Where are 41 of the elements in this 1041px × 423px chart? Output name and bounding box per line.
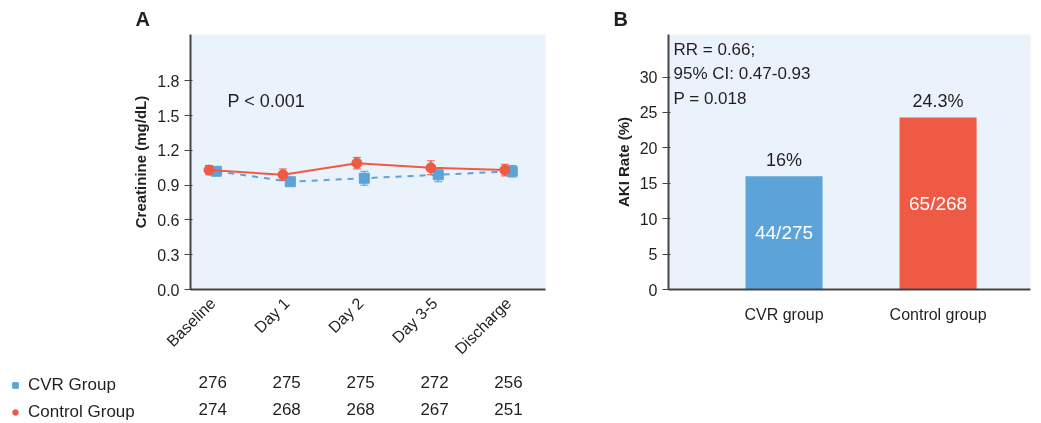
text: 275 [346, 373, 375, 393]
y-tick-label: 1.8 [157, 72, 180, 90]
y-tick-label: 0 [648, 281, 658, 299]
y-tick-label: 20 [639, 139, 658, 157]
y-axis-title: Creatinine (mg/dL) [132, 95, 150, 229]
y-tick-label: 0.3 [157, 246, 180, 264]
text: 268 [272, 399, 301, 419]
text: 275 [272, 373, 301, 393]
data-label: 24.3% [912, 91, 964, 112]
text: 272 [420, 373, 449, 393]
y-tick-label: 0.0 [157, 281, 180, 299]
y-tick-label: 25 [639, 104, 658, 122]
x-tick-label: Control group [889, 305, 987, 323]
y-tick-label: 0.6 [157, 211, 180, 229]
text: 267 [420, 399, 449, 419]
legend-label: CVR Group [28, 375, 116, 395]
annotation: 65/268 [909, 192, 968, 214]
chart-title: B [613, 7, 628, 30]
chart-title: A [135, 7, 150, 30]
y-tick-label: 1.2 [157, 142, 180, 160]
annotation: RR = 0.66; 95% CI: 0.47-0.93 P = 0.018 [673, 39, 811, 108]
x-tick-label: Day 1 [251, 294, 293, 337]
y-tick-label: 15 [639, 175, 658, 193]
y-axis-title: AKI Rate (%) [614, 116, 632, 207]
y-tick-label: 30 [639, 69, 658, 86]
y-tick-label: 10 [639, 210, 658, 228]
y-tick-label: 0.9 [157, 177, 180, 195]
text: 274 [198, 399, 227, 419]
text: 256 [494, 373, 523, 393]
data-label: 16% [766, 150, 803, 171]
text: 276 [198, 373, 227, 393]
y-tick-label: 1.5 [157, 107, 180, 125]
legend-label: Control Group [28, 402, 135, 422]
annotation: P < 0.001 [227, 91, 305, 111]
text: 251 [494, 399, 523, 419]
x-tick-label: Day 3-5 [388, 294, 441, 347]
x-tick-label: CVR group [744, 305, 824, 323]
y-tick-label: 5 [648, 246, 658, 264]
x-tick-label: Day 2 [325, 294, 367, 337]
text: 268 [346, 399, 375, 419]
annotation: 44/275 [754, 222, 814, 244]
